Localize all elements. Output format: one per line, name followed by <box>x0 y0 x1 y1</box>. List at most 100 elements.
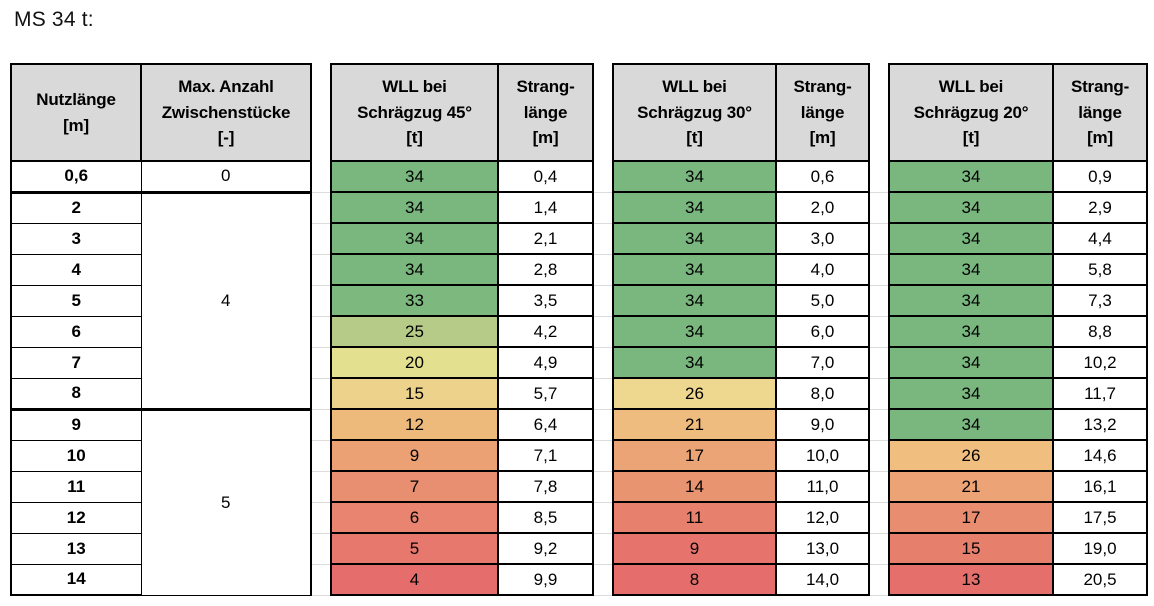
table-gap-cell <box>869 192 889 224</box>
table-gap-cell <box>311 502 331 534</box>
wll20-cell: 13 <box>888 563 1054 596</box>
strang45-cell: 9,9 <box>497 563 594 596</box>
wll45-cell: 6 <box>330 501 499 534</box>
table-gap-cell <box>869 378 889 410</box>
table-gap-cell <box>869 223 889 255</box>
strang45-cell: 2,8 <box>497 253 594 286</box>
strang30-cell: 14,0 <box>775 563 870 596</box>
table-gap-cell <box>311 440 331 472</box>
strang45-cell: 0,4 <box>497 160 594 193</box>
strang20-cell: 19,0 <box>1052 532 1148 565</box>
nutzlaenge-cell: 9 <box>10 407 142 441</box>
wll30-cell: 34 <box>612 222 777 255</box>
nutzlaenge-cell: 13 <box>10 532 142 565</box>
table-gap-cell <box>869 409 889 441</box>
wll45-cell: 34 <box>330 222 499 255</box>
nutzlaenge-cell: 8 <box>10 377 142 410</box>
wll20-header: WLL bei Schrägzug 20° [t] <box>888 63 1054 162</box>
table-gap-cell <box>593 285 613 317</box>
table-row: 4 34 2,8 34 4,0 34 5,8 <box>10 253 1148 286</box>
wll30-cell: 34 <box>612 160 777 193</box>
table-row: 3 34 2,1 34 3,0 34 4,4 <box>10 222 1148 255</box>
table-gap-cell <box>311 471 331 503</box>
strang30-cell: 6,0 <box>775 315 870 348</box>
table-gap-cell <box>311 564 331 596</box>
strang20-cell: 0,9 <box>1052 160 1148 193</box>
strang20-cell: 14,6 <box>1052 439 1148 472</box>
table-gap-cell <box>311 254 331 286</box>
table-gap-cell <box>593 347 613 379</box>
table-gap-cell <box>593 440 613 472</box>
wll45-cell: 33 <box>330 284 499 317</box>
table-gap-cell <box>869 254 889 286</box>
table-gap-cell <box>593 378 613 410</box>
wll45-cell: 15 <box>330 377 499 410</box>
nutzlaenge-cell: 7 <box>10 346 142 379</box>
nutzlaenge-cell: 5 <box>10 284 142 317</box>
wll20-cell: 26 <box>888 439 1054 472</box>
strang30-cell: 4,0 <box>775 253 870 286</box>
header-row: Nutzlänge [m] Max. Anzahl Zwischenstücke… <box>10 63 1148 162</box>
strang30-cell: 12,0 <box>775 501 870 534</box>
strang20-cell: 16,1 <box>1052 470 1148 503</box>
table-gap-cell <box>593 471 613 503</box>
strang45-cell: 1,4 <box>497 191 594 224</box>
wll45-cell: 34 <box>330 253 499 286</box>
strang20-cell: 11,7 <box>1052 377 1148 410</box>
nutzlaenge-cell: 14 <box>10 563 142 596</box>
table-gap-cell <box>593 409 613 441</box>
table-gap-cell <box>311 347 331 379</box>
anzahl-cell: 4 <box>140 190 312 410</box>
strang45-cell: 7,1 <box>497 439 594 472</box>
strang45-cell: 4,9 <box>497 346 594 379</box>
nutzlaenge-cell: 3 <box>10 222 142 255</box>
wll30-header: WLL bei Schrägzug 30° [t] <box>612 63 777 162</box>
table-gap-cell <box>311 378 331 410</box>
page-title: MS 34 t: <box>14 8 94 31</box>
wll30-cell: 34 <box>612 315 777 348</box>
strang30-cell: 9,0 <box>775 408 870 441</box>
nutzlaenge-cell: 11 <box>10 470 142 503</box>
wll30-cell: 34 <box>612 253 777 286</box>
table-gap-cell <box>869 502 889 534</box>
strang20-cell: 10,2 <box>1052 346 1148 379</box>
table-row: 7 20 4,9 34 7,0 34 10,2 <box>10 346 1148 379</box>
wll20-cell: 34 <box>888 315 1054 348</box>
table-gap-cell <box>311 409 331 441</box>
table-row: 2 4 34 1,4 34 2,0 34 2,9 <box>10 190 1148 410</box>
wll30-cell: 9 <box>612 532 777 565</box>
table-gap-cell <box>593 161 613 193</box>
strang45-cell: 8,5 <box>497 501 594 534</box>
table-row: 9 5 12 6,4 21 9,0 34 13,2 <box>10 407 1148 596</box>
table-row: 14 4 9,9 8 14,0 13 20,5 <box>10 563 1148 596</box>
nutzlaenge-cell: 4 <box>10 253 142 286</box>
wll30-cell: 17 <box>612 439 777 472</box>
nutzlaenge-cell: 6 <box>10 315 142 348</box>
table-gap-cell <box>869 564 889 596</box>
table-gap-cell <box>593 192 613 224</box>
wll45-cell: 34 <box>330 160 499 193</box>
strang30-cell: 10,0 <box>775 439 870 472</box>
table-body: 0,6 0 34 0,4 34 0,6 34 0,9 2 4 34 1,4 34 2,0 34 2,9 3 34 2… <box>10 160 1148 596</box>
table-gap-cell <box>593 254 613 286</box>
table-row: 8 15 5,7 26 8,0 34 11,7 <box>10 377 1148 410</box>
nutzlaenge-cell: 12 <box>10 501 142 534</box>
table-gap-cell <box>869 347 889 379</box>
anzahl-cell: 0 <box>140 160 312 193</box>
strang20-header: Strang- länge [m] <box>1052 63 1148 162</box>
strang45-header: Strang- länge [m] <box>497 63 594 162</box>
table-gap-cell <box>311 285 331 317</box>
table-gap <box>593 64 613 161</box>
strang45-cell: 9,2 <box>497 532 594 565</box>
strang45-cell: 4,2 <box>497 315 594 348</box>
wll20-cell: 17 <box>888 501 1054 534</box>
wll45-header: WLL bei Schrägzug 45° [t] <box>330 63 499 162</box>
wll20-cell: 34 <box>888 284 1054 317</box>
wll45-cell: 9 <box>330 439 499 472</box>
strang45-cell: 7,8 <box>497 470 594 503</box>
strang20-cell: 4,4 <box>1052 222 1148 255</box>
table-row: 13 5 9,2 9 13,0 15 19,0 <box>10 532 1148 565</box>
table-gap-cell <box>593 533 613 565</box>
table-gap-cell <box>593 316 613 348</box>
table-gap-cell <box>869 440 889 472</box>
